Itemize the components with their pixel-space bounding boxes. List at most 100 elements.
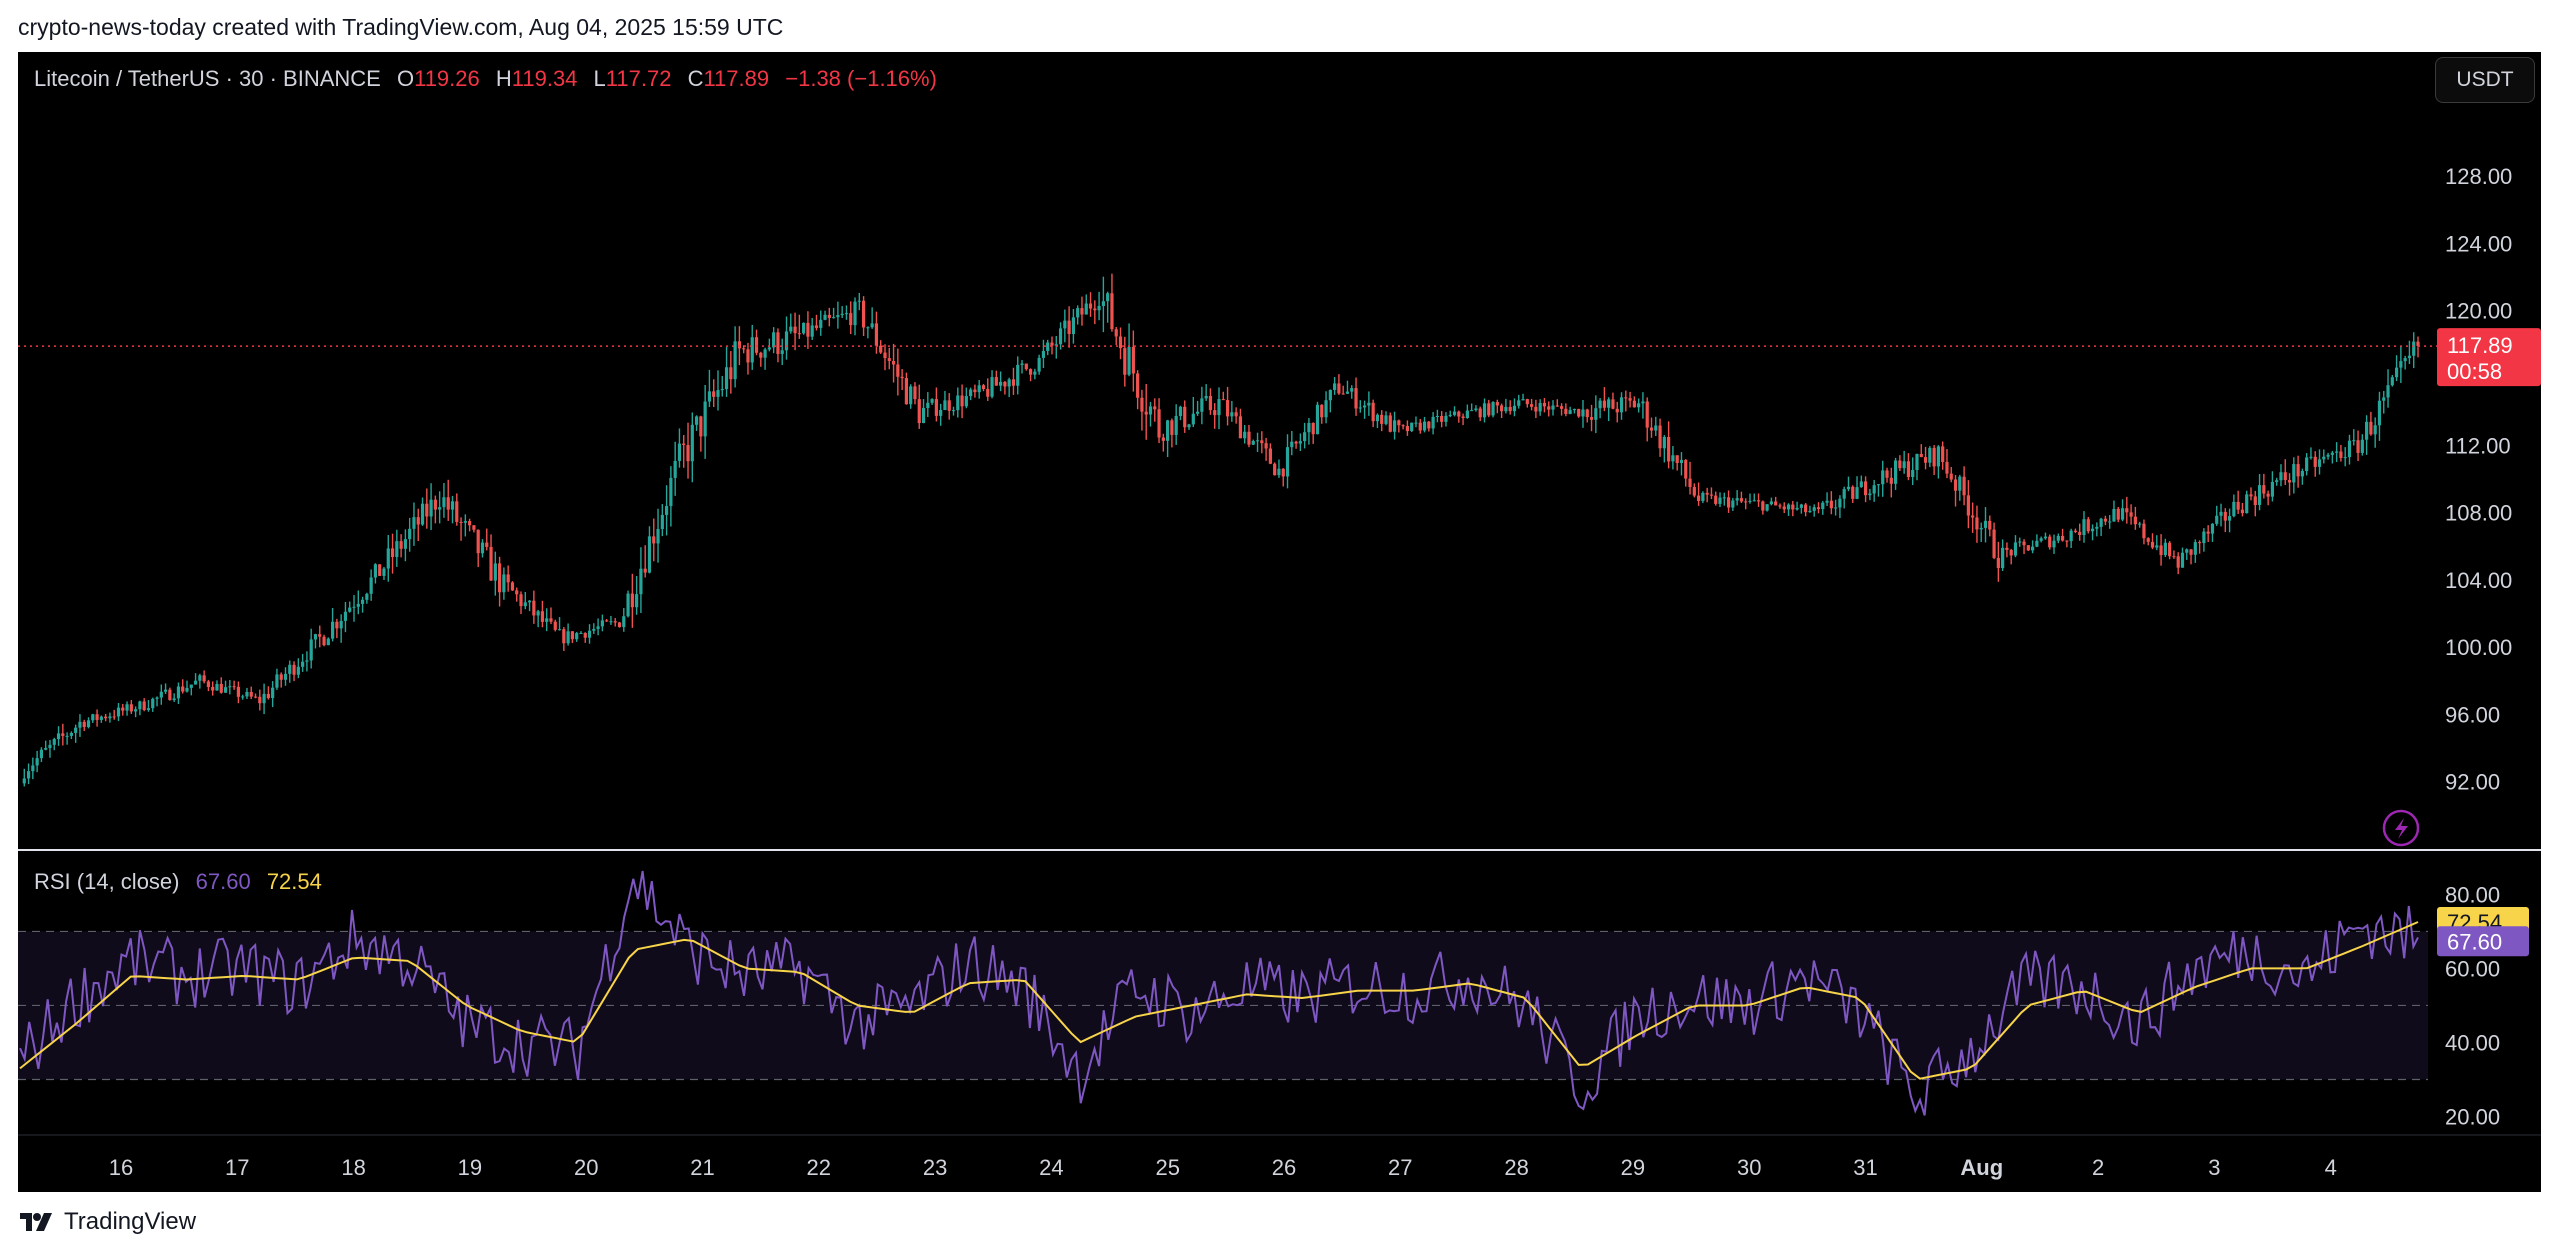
candle-body xyxy=(600,620,604,627)
candle-body xyxy=(1178,406,1183,416)
candle-body xyxy=(1191,413,1195,425)
rsi-badge-text: 67.60 xyxy=(2447,929,2502,954)
candle-body xyxy=(2103,518,2108,522)
candle-body xyxy=(168,689,172,701)
candle-body xyxy=(1709,494,1714,496)
candle xyxy=(1842,486,1846,509)
flash-icon[interactable] xyxy=(2382,809,2420,847)
candle xyxy=(2365,415,2369,455)
candle xyxy=(2099,517,2103,537)
candle xyxy=(1251,439,1255,446)
candle-body xyxy=(840,313,844,316)
price-tick-label: 124.00 xyxy=(2445,231,2512,256)
candle xyxy=(797,314,801,339)
candle xyxy=(1602,387,1606,412)
candle xyxy=(1294,440,1298,449)
candle xyxy=(301,653,305,672)
candle xyxy=(742,345,746,354)
candle xyxy=(146,700,151,712)
candle-body xyxy=(2163,542,2167,556)
candle xyxy=(1011,367,1016,395)
candle xyxy=(44,740,48,751)
candle xyxy=(1517,394,1521,409)
candle xyxy=(211,681,215,696)
candle-body xyxy=(1285,447,1290,477)
candle-body xyxy=(921,407,926,424)
candle xyxy=(288,660,292,683)
candle xyxy=(1876,484,1881,497)
candle-body xyxy=(1320,404,1324,418)
candle xyxy=(498,556,502,607)
candle-body xyxy=(412,517,416,529)
candle-body xyxy=(1962,476,1966,496)
candle xyxy=(1941,441,1945,470)
candle-body xyxy=(1362,405,1367,408)
candle-body xyxy=(442,497,446,508)
candle-body xyxy=(1478,408,1482,418)
candle-body xyxy=(61,733,65,736)
candle xyxy=(112,709,116,720)
candle xyxy=(459,517,463,541)
candle xyxy=(2360,434,2364,456)
candle-body xyxy=(498,563,502,593)
candle xyxy=(1821,501,1825,515)
candle xyxy=(2142,519,2146,545)
candle-body xyxy=(330,621,335,639)
candle-body xyxy=(292,664,296,675)
candle xyxy=(1953,475,1958,507)
candle xyxy=(1157,398,1161,444)
candle-body xyxy=(1315,404,1320,435)
candle-body xyxy=(1512,405,1517,412)
candle-body xyxy=(369,577,373,594)
candle xyxy=(1834,499,1838,516)
chart-area[interactable]: 16 17 18 19 20 21 22 23 24 25 26 27 28 29 30 31 Aug 2 3 4 9… xyxy=(18,52,2541,1192)
candle xyxy=(1804,503,1808,517)
candle-body xyxy=(1645,401,1649,428)
x-tick-label: 23 xyxy=(923,1155,947,1180)
rsi-tick-label: 20.00 xyxy=(2445,1104,2500,1129)
chart-svg[interactable]: 16 17 18 19 20 21 22 23 24 25 26 27 28 29 30 31 Aug 2 3 4 9… xyxy=(18,52,2541,1192)
candle xyxy=(1658,418,1662,457)
candle-body xyxy=(1457,411,1461,417)
rsi-label[interactable]: RSI (14, close) xyxy=(34,869,180,894)
candle xyxy=(1255,432,1260,452)
tradingview-footer[interactable]: TradingView xyxy=(18,1208,196,1236)
candle xyxy=(1418,419,1422,434)
candle-body xyxy=(746,349,750,363)
candle-body xyxy=(1748,500,1752,502)
symbol-name[interactable]: Litecoin / TetherUS · 30 · BINANCE xyxy=(34,66,381,91)
candle xyxy=(343,601,348,633)
candle xyxy=(669,466,673,527)
candle-body xyxy=(1928,447,1932,463)
currency-button[interactable]: USDT xyxy=(2435,57,2535,103)
candle xyxy=(643,545,647,578)
chart-attribution: crypto-news-today created with TradingVi… xyxy=(18,14,784,40)
candle xyxy=(1084,294,1088,315)
candle xyxy=(1093,300,1097,325)
candle-body xyxy=(163,689,168,692)
candle-body xyxy=(909,386,913,405)
candle xyxy=(660,504,664,537)
candle-body xyxy=(639,568,643,595)
candle xyxy=(823,310,827,321)
candle-body xyxy=(121,707,125,711)
candle-body xyxy=(630,593,634,608)
candle xyxy=(1688,461,1692,495)
candle-body xyxy=(2056,535,2060,541)
close-label: C xyxy=(687,66,704,91)
candle xyxy=(1414,416,1418,428)
candle-body xyxy=(2356,440,2360,453)
candle xyxy=(1470,403,1474,412)
candle-body xyxy=(1448,414,1452,416)
candle-body xyxy=(1405,426,1410,432)
candle xyxy=(2266,490,2270,506)
candle-body xyxy=(219,683,223,693)
candle-body xyxy=(176,686,181,699)
candle-body xyxy=(1838,498,1842,508)
candle xyxy=(2116,506,2120,523)
candle-body xyxy=(2300,471,2304,477)
candle xyxy=(515,587,519,602)
candle-body xyxy=(1769,501,1773,505)
candle xyxy=(2048,534,2052,550)
low-label: L xyxy=(593,66,606,91)
